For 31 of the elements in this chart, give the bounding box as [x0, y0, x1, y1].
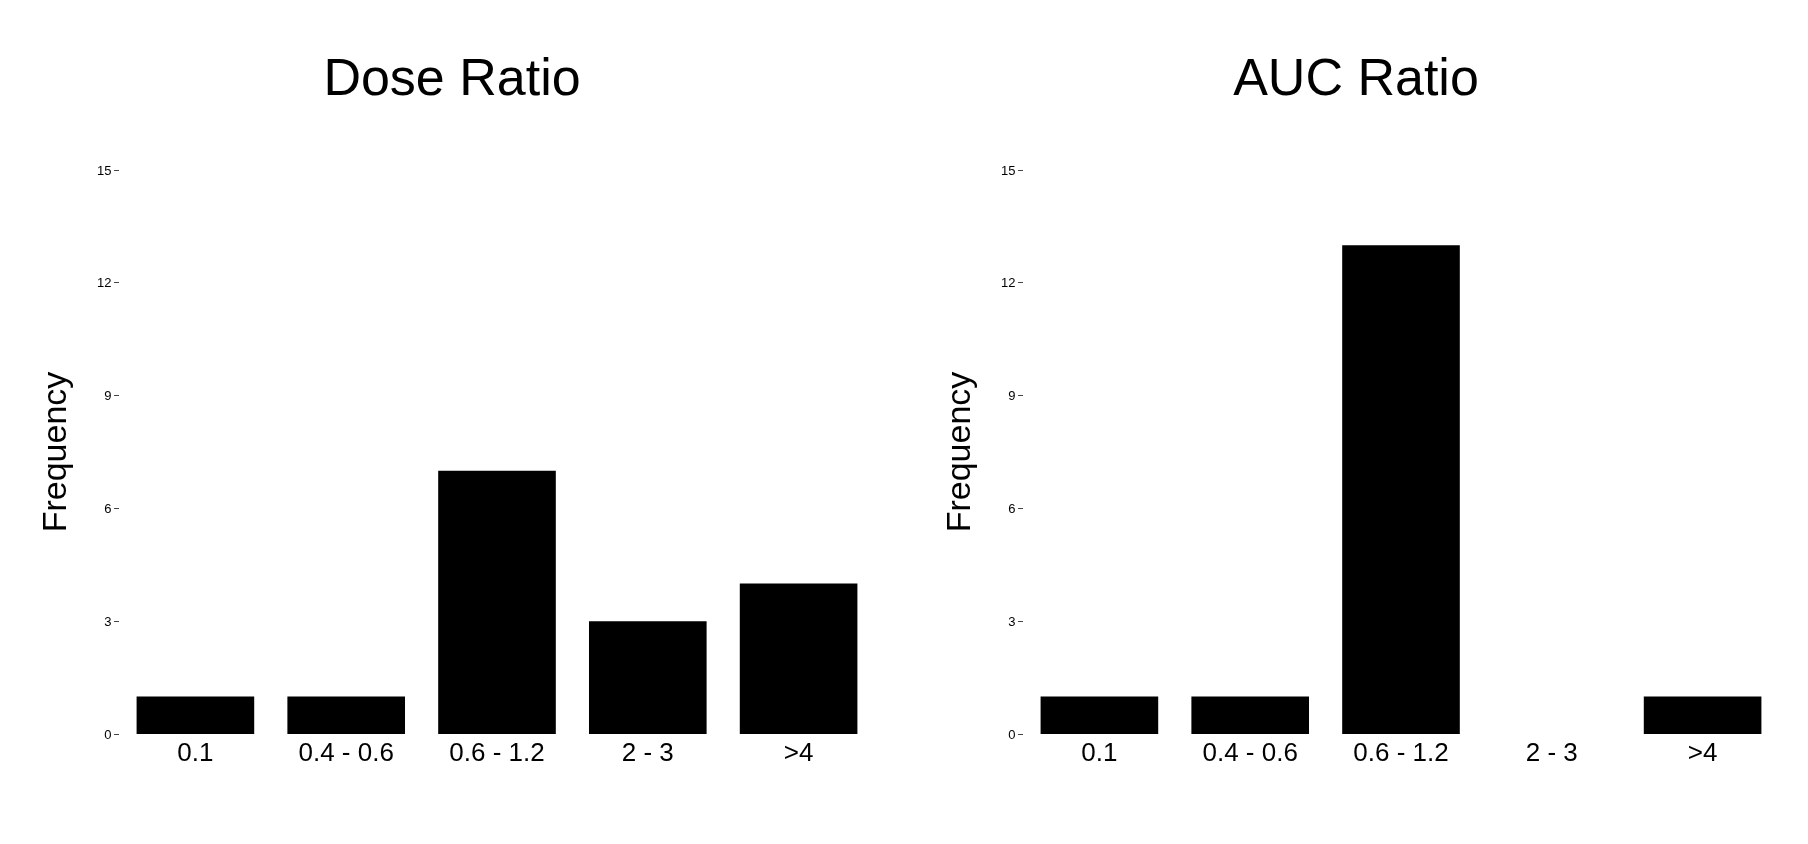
y-axis-title: Frequency: [34, 371, 73, 533]
x-tick-label: 0.1: [1081, 737, 1118, 767]
bar: [739, 583, 858, 734]
y-tick-label: 6: [104, 500, 112, 516]
y-tick-label: 6: [1008, 500, 1016, 516]
x-tick-label: 2 - 3: [1525, 737, 1578, 767]
x-tick-label: 0.1: [177, 737, 214, 767]
x-tick-label: >4: [783, 737, 814, 767]
x-tick-label: 0.4 - 0.6: [1202, 737, 1298, 767]
bar: [136, 696, 255, 734]
bar: [438, 470, 556, 734]
x-tick-label: 0.6 - 1.2: [449, 737, 545, 767]
x-tick-label: >4: [1687, 737, 1718, 767]
y-tick-label: 12: [96, 275, 112, 291]
bar: [287, 696, 406, 734]
y-tick-label: 9: [104, 388, 112, 404]
chart-title: Dose Ratio: [323, 48, 581, 107]
y-tick-label: 0: [1008, 726, 1016, 742]
y-tick-label: 3: [1008, 613, 1016, 629]
y-tick-label: 0: [104, 726, 112, 742]
y-tick-label: 9: [1008, 388, 1016, 404]
y-tick-label: 3: [104, 613, 112, 629]
y-tick-label: 12: [1000, 275, 1016, 291]
y-tick-label: 15: [96, 162, 112, 178]
x-tick-label: 0.4 - 0.6: [298, 737, 394, 767]
chart-title: AUC Ratio: [1233, 48, 1479, 107]
x-tick-label: 2 - 3: [621, 737, 674, 767]
y-axis-title: Frequency: [938, 371, 977, 533]
bar: [588, 621, 707, 734]
x-tick-label: 0.6 - 1.2: [1353, 737, 1449, 767]
y-tick-label: 15: [1000, 162, 1016, 178]
